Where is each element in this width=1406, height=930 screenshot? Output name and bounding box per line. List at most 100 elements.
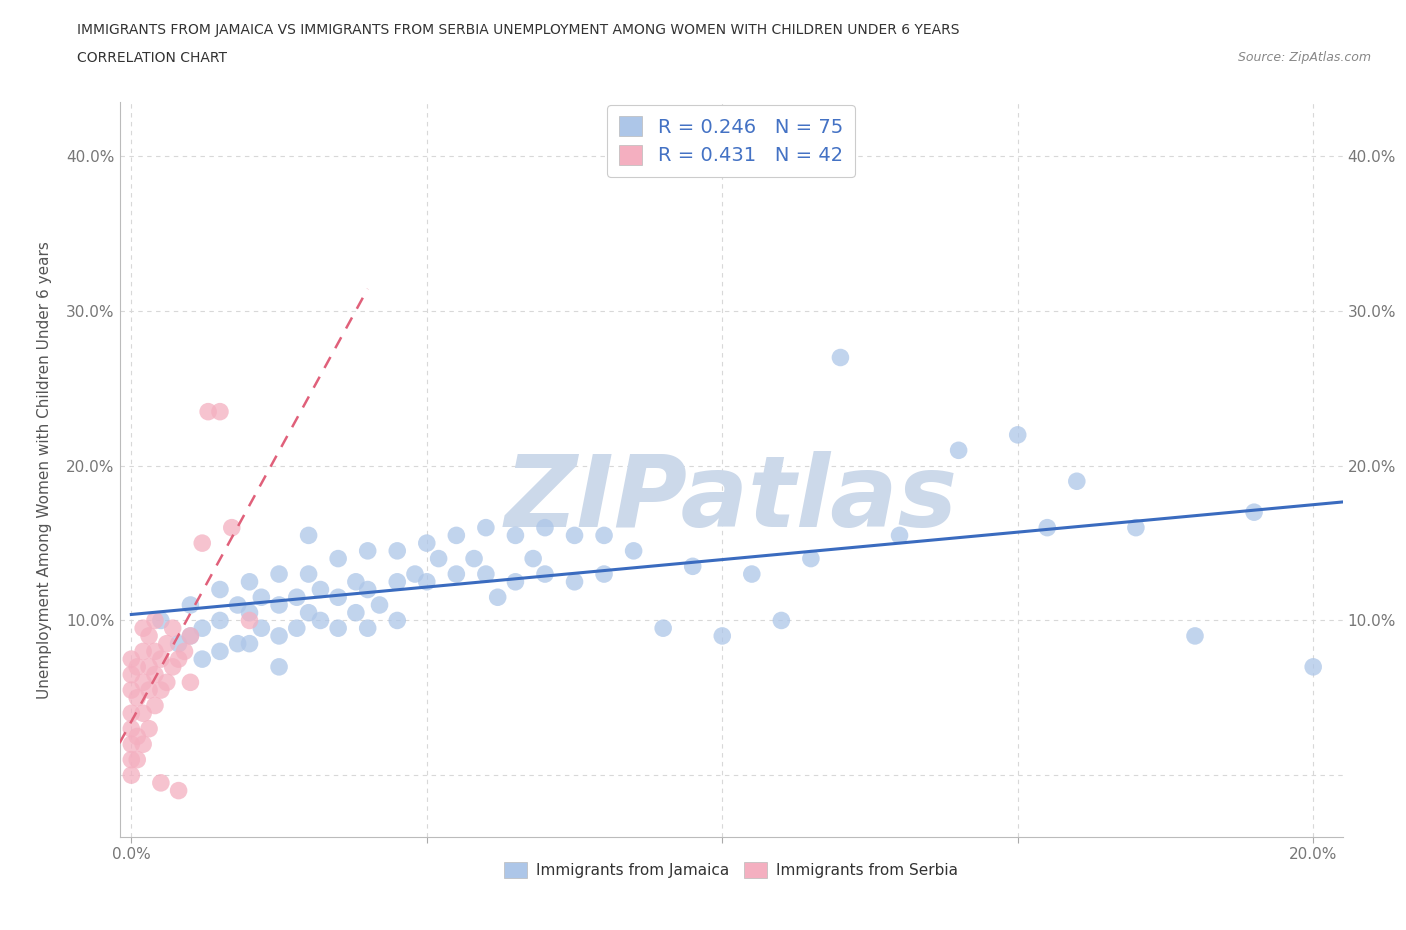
Point (143, 698, 166, 713)
Point (127, 690, 149, 705)
Point (208, 405, 231, 419)
Point (127, 659, 149, 674)
Point (1036, 520, 1059, 535)
Point (138, 722, 160, 737)
Point (143, 644, 166, 658)
Point (770, 613, 793, 628)
Point (120, 737, 142, 751)
Point (149, 683, 172, 698)
Point (120, 752, 142, 767)
Point (138, 683, 160, 698)
Point (221, 520, 243, 535)
Point (167, 783, 190, 798)
Point (1243, 505, 1265, 520)
Point (416, 536, 439, 551)
Point (404, 566, 426, 581)
Point (179, 598, 201, 613)
Point (948, 443, 970, 458)
Point (1007, 428, 1029, 443)
Point (623, 543, 645, 558)
Point (446, 528, 468, 543)
Point (309, 613, 332, 628)
Point (132, 644, 155, 658)
Point (238, 575, 260, 590)
Point (505, 528, 527, 543)
Point (564, 575, 586, 590)
Point (267, 629, 290, 644)
Point (149, 613, 172, 628)
Point (328, 551, 350, 566)
Point (191, 652, 214, 667)
Text: Source: ZipAtlas.com: Source: ZipAtlas.com (1237, 51, 1371, 64)
Point (593, 566, 616, 581)
Point (127, 752, 149, 767)
Text: IMMIGRANTS FROM JAMAICA VS IMMIGRANTS FROM SERBIA UNEMPLOYMENT AMONG WOMEN WITH : IMMIGRANTS FROM JAMAICA VS IMMIGRANTS FR… (77, 23, 960, 37)
Point (149, 652, 172, 667)
Point (179, 675, 201, 690)
Point (309, 582, 332, 597)
Point (889, 528, 911, 543)
Point (1302, 659, 1324, 674)
Point (505, 575, 527, 590)
Text: CORRELATION CHART: CORRELATION CHART (77, 51, 228, 65)
Text: ZIPatlas: ZIPatlas (505, 450, 957, 548)
Point (741, 566, 763, 581)
Point (149, 776, 172, 790)
Point (344, 605, 367, 620)
Point (416, 575, 439, 590)
Point (267, 598, 290, 613)
Point (267, 566, 290, 581)
Point (132, 737, 155, 751)
Point (156, 675, 179, 690)
Point (191, 536, 214, 551)
Point (357, 620, 380, 635)
Point (534, 520, 557, 535)
Point (132, 675, 155, 690)
Point (387, 613, 409, 628)
Point (138, 629, 160, 644)
Point (162, 659, 184, 674)
Point (486, 590, 509, 604)
Point (250, 590, 273, 604)
Point (357, 543, 380, 558)
Point (652, 620, 675, 635)
Point (285, 620, 308, 635)
Point (162, 620, 184, 635)
Point (120, 652, 142, 667)
Point (208, 644, 231, 658)
Point (328, 620, 350, 635)
Point (226, 598, 249, 613)
Point (238, 636, 260, 651)
Point (120, 722, 142, 737)
Point (711, 629, 734, 644)
Point (120, 667, 142, 682)
Point (173, 644, 195, 658)
Point (368, 598, 391, 613)
Point (197, 405, 219, 419)
Point (167, 652, 190, 667)
Point (156, 636, 179, 651)
Point (1066, 473, 1088, 488)
Point (127, 729, 149, 744)
Point (297, 528, 319, 543)
Point (132, 620, 155, 635)
Point (238, 605, 260, 620)
Point (387, 543, 409, 558)
Legend: Immigrants from Jamaica, Immigrants from Serbia: Immigrants from Jamaica, Immigrants from… (498, 857, 965, 884)
Point (682, 559, 704, 574)
Point (138, 659, 160, 674)
Point (120, 683, 142, 698)
Point (132, 706, 155, 721)
Point (143, 667, 166, 682)
Point (179, 629, 201, 644)
Point (387, 575, 409, 590)
Point (1184, 629, 1206, 644)
Point (120, 706, 142, 721)
Point (427, 551, 450, 566)
Point (475, 566, 498, 581)
Point (522, 551, 544, 566)
Point (120, 767, 142, 782)
Point (179, 629, 201, 644)
Point (226, 636, 249, 651)
Point (1125, 520, 1147, 535)
